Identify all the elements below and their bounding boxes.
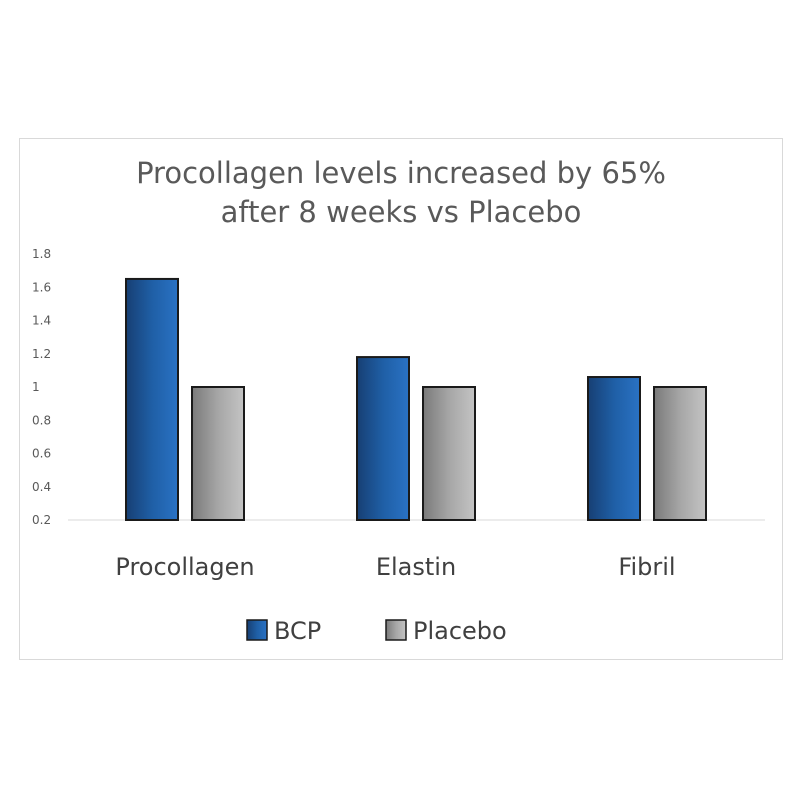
y-tick-label: 0.6 <box>32 447 51 461</box>
y-axis-ticks: 0.2 0.4 0.6 0.8 1 1.2 1.4 1.6 1.8 <box>32 247 51 527</box>
legend-swatch-placebo <box>385 619 407 641</box>
y-tick-label: 1.8 <box>32 247 51 261</box>
bar-bcp-fibril <box>587 376 641 521</box>
chart-title-line-1: Procollagen levels increased by 65% <box>136 156 666 190</box>
legend-swatch-bcp <box>246 619 268 641</box>
bar-placebo-elastin <box>422 386 476 521</box>
y-tick-label: 0.2 <box>32 513 51 527</box>
bar-bcp-elastin <box>356 356 410 522</box>
y-tick-label: 0.4 <box>32 480 51 494</box>
chart-title-line-2: after 8 weeks vs Placebo <box>221 195 582 229</box>
legend-label-bcp: BCP <box>274 617 321 645</box>
y-tick-label: 1.2 <box>32 347 51 361</box>
y-tick-label: 0.8 <box>32 413 51 427</box>
legend-label-placebo: Placebo <box>413 617 507 645</box>
y-tick-label: 1.6 <box>32 280 51 294</box>
bar-bcp-procollagen <box>125 277 179 521</box>
bar-placebo-procollagen <box>191 386 245 521</box>
x-category-label: Elastin <box>376 553 456 581</box>
x-axis-labels: Procollagen Elastin Fibril <box>115 553 675 581</box>
bar-placebo-fibril <box>653 386 707 521</box>
x-category-label: Fibril <box>618 553 675 581</box>
bars <box>125 277 707 522</box>
x-category-label: Procollagen <box>115 553 254 581</box>
y-tick-label: 1.4 <box>32 314 51 328</box>
legend: BCP Placebo <box>246 617 507 645</box>
y-tick-label: 1 <box>32 380 40 394</box>
